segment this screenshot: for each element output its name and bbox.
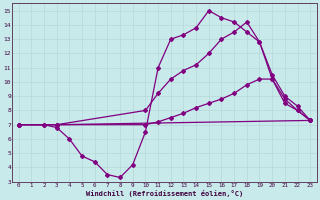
X-axis label: Windchill (Refroidissement éolien,°C): Windchill (Refroidissement éolien,°C) [86, 190, 243, 197]
